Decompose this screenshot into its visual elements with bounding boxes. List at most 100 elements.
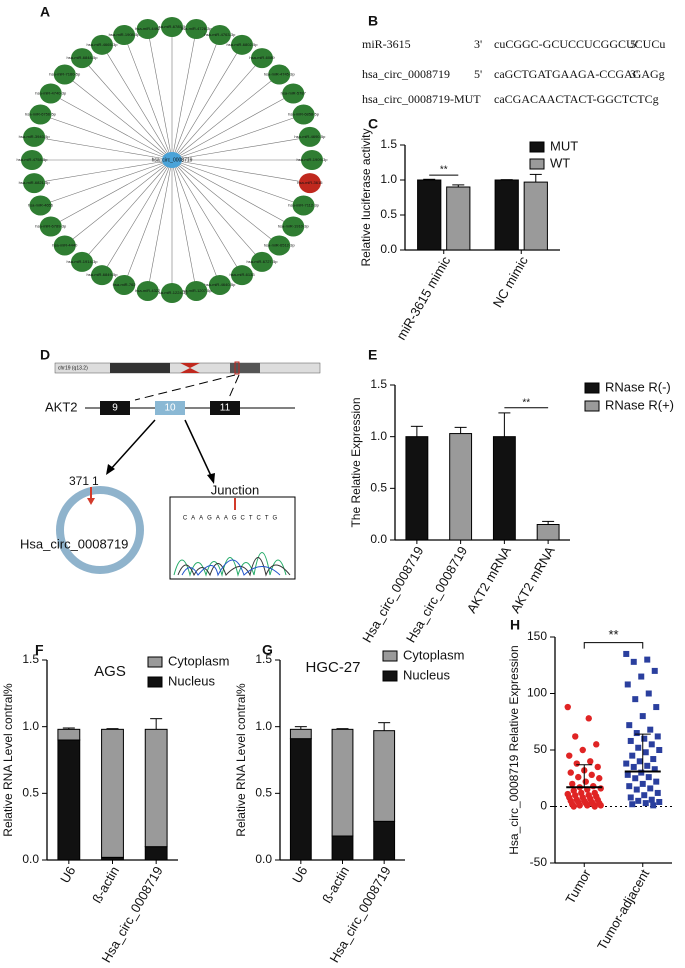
edge <box>50 93 173 161</box>
y-tick-label: 0.0 <box>380 242 397 256</box>
point <box>596 775 603 782</box>
node <box>208 274 231 295</box>
sequence-rows: miR-3615 3' cuCGGC-GCUCCUCGGCUCUCu 5' hs… <box>362 37 665 106</box>
x-tick-label: Tumor <box>562 866 594 906</box>
bar-segment <box>57 728 81 741</box>
point <box>653 704 660 711</box>
point <box>566 752 573 759</box>
exon <box>155 401 185 415</box>
node <box>231 34 253 55</box>
edge <box>171 159 221 286</box>
y-axis-label: Relative RNA Level contral% <box>234 683 248 837</box>
y-tick-label: 1.5 <box>380 137 397 151</box>
bar-segment <box>373 730 396 822</box>
point <box>597 785 604 792</box>
point <box>582 778 589 785</box>
point <box>642 800 649 807</box>
point <box>590 782 597 790</box>
band <box>110 363 170 373</box>
point <box>632 775 639 782</box>
bar <box>492 436 516 541</box>
edge <box>64 159 173 246</box>
point <box>651 667 658 674</box>
point <box>572 733 579 740</box>
node-label: hsa-miR-4690-5p <box>294 134 326 139</box>
point <box>633 730 640 737</box>
node-label: hsa-miR-7112-3p <box>288 203 319 208</box>
x-tick-label: AKT2 mRNA <box>508 543 558 615</box>
panel-label: C <box>368 116 378 132</box>
y-tick-label: 0.0 <box>255 852 272 866</box>
point <box>648 796 655 803</box>
arrowhead <box>207 473 215 484</box>
node-label: hsa-miR-6821-5p <box>19 180 51 185</box>
edge <box>123 34 173 161</box>
y-tick-label: 0.5 <box>22 786 39 800</box>
point <box>564 703 571 711</box>
point <box>647 726 654 733</box>
seq-name: hsa_circ_0008719 <box>362 67 450 81</box>
y-tick-label: 1.5 <box>370 377 387 391</box>
point <box>633 786 640 793</box>
node-label: hsa-miR-6089 <box>249 55 275 60</box>
edge <box>171 34 221 161</box>
point <box>656 747 663 753</box>
point <box>630 763 637 770</box>
bar-segment <box>101 728 124 858</box>
y-tick-label: 1.0 <box>370 429 387 443</box>
legend-label: Cytoplasm <box>403 647 464 662</box>
y-tick-label: 1.0 <box>380 172 397 186</box>
node-label: hsa-miR-762 <box>113 282 137 287</box>
seq-name: hsa_circ_0008719-MUT <box>362 92 481 106</box>
seq-end: 5' <box>474 67 482 81</box>
node-label: hsa-miR-1910-3p <box>278 224 310 229</box>
node-label: hsa-miR-6756-5p <box>25 112 57 117</box>
arrowhead <box>106 464 115 475</box>
point <box>591 803 598 810</box>
point <box>623 760 630 767</box>
edge <box>50 159 173 227</box>
edge <box>81 57 173 161</box>
seq-end: 5' <box>630 37 638 51</box>
akt2-diagram: chr19 (q13.2) AKT2 9 10 11 371 1 Hsa_cir… <box>20 361 321 580</box>
bar <box>405 436 429 541</box>
edge <box>34 159 173 184</box>
panel-label: A <box>40 4 50 20</box>
node-label: hsa-miR-4758-5p <box>17 157 49 162</box>
y-axis-label: Relative RNA Level contral% <box>1 683 15 837</box>
point <box>635 744 642 751</box>
x-tick-label: NC mimic <box>490 253 531 310</box>
panel-label: B <box>368 13 378 29</box>
node-label: hsa-miR-3940-5p <box>19 134 51 139</box>
node-label: hsa-miR-4322 <box>135 288 161 293</box>
node <box>53 235 76 256</box>
exon-label: 11 <box>220 403 231 414</box>
node <box>113 25 136 46</box>
legend-swatch <box>584 400 600 412</box>
y-tick-label: -50 <box>530 855 548 869</box>
node-label: hsa-miR-7160-5p <box>49 72 81 77</box>
x-tick-label: miR-3615 mimic <box>393 253 453 342</box>
point <box>653 778 660 785</box>
node <box>301 150 323 170</box>
chart-title: HGC-27 <box>305 659 360 676</box>
point <box>593 741 600 748</box>
point <box>639 780 646 787</box>
bar <box>449 433 473 541</box>
bar-segment <box>289 728 312 740</box>
arrow <box>109 419 156 471</box>
point <box>636 758 643 765</box>
edge <box>34 136 173 161</box>
legend-swatch <box>147 656 163 668</box>
point <box>645 774 652 781</box>
bar-segment <box>289 738 312 861</box>
center-label: hsa_circ_0008719 <box>152 157 193 163</box>
point <box>630 658 637 665</box>
node <box>29 104 52 125</box>
point <box>644 656 651 663</box>
node <box>91 34 113 55</box>
point <box>570 803 577 810</box>
x-tick-label: U6 <box>57 864 78 886</box>
point <box>626 722 633 729</box>
